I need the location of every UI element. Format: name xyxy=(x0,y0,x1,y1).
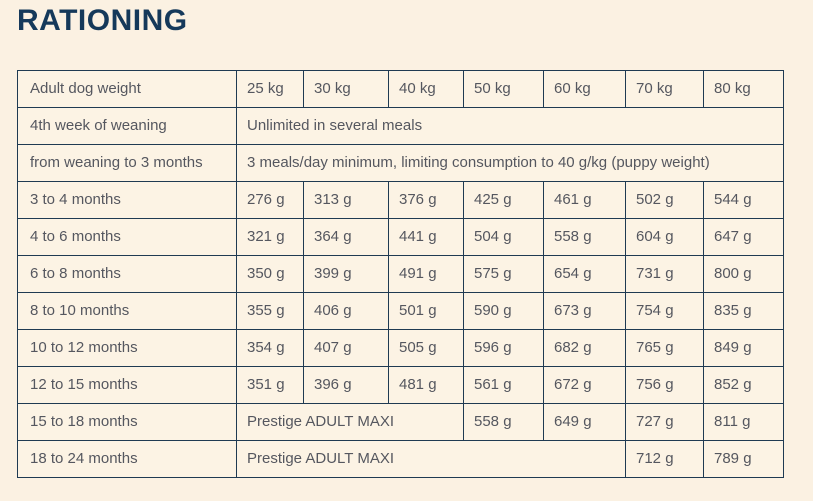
value-cell: 481 g xyxy=(388,365,464,404)
value-cell: 558 g xyxy=(463,402,544,441)
row-label: 8 to 10 months xyxy=(17,291,237,330)
value-cell: 852 g xyxy=(703,365,784,404)
value-cell: 756 g xyxy=(625,365,704,404)
rationing-page: RATIONING Adult dog weight 25 kg 30 kg 40 k… xyxy=(17,4,784,478)
value-cell: 835 g xyxy=(703,291,784,330)
value-cell: 731 g xyxy=(625,254,704,293)
value-cell: 425 g xyxy=(463,180,544,219)
value-cell: 364 g xyxy=(303,217,389,256)
rationing-table: Adult dog weight 25 kg 30 kg 40 kg 50 kg 60 k… xyxy=(17,69,784,478)
row-label: 10 to 12 months xyxy=(17,328,237,367)
value-cell: 712 g xyxy=(625,439,704,478)
header-label-cell: Adult dog weight xyxy=(17,69,237,108)
table-row: 4 to 6 months 321 g 364 g 441 g 504 g 558 g 60… xyxy=(17,217,784,256)
value-cell: 406 g xyxy=(303,291,389,330)
value-cell: 501 g xyxy=(388,291,464,330)
header-weight-cell: 50 kg xyxy=(463,69,544,108)
value-cell: 407 g xyxy=(303,328,389,367)
row-label: from weaning to 3 months xyxy=(17,143,237,182)
value-cell: 682 g xyxy=(543,328,626,367)
row-label: 6 to 8 months xyxy=(17,254,237,293)
value-cell: 354 g xyxy=(236,328,304,367)
value-cell: 649 g xyxy=(543,402,626,441)
row-label: 18 to 24 months xyxy=(17,439,237,478)
value-cell: 727 g xyxy=(625,402,704,441)
value-cell: 313 g xyxy=(303,180,389,219)
value-cell: 811 g xyxy=(703,402,784,441)
span-cell: Prestige ADULT MAXI xyxy=(236,439,626,478)
table-row: 6 to 8 months 350 g 399 g 491 g 575 g 654 g 73… xyxy=(17,254,784,293)
row-label: 4th week of weaning xyxy=(17,106,237,145)
header-weight-cell: 80 kg xyxy=(703,69,784,108)
value-cell: 849 g xyxy=(703,328,784,367)
value-cell: 441 g xyxy=(388,217,464,256)
row-label: 4 to 6 months xyxy=(17,217,237,256)
value-cell: 596 g xyxy=(463,328,544,367)
row-label: 3 to 4 months xyxy=(17,180,237,219)
value-cell: 461 g xyxy=(543,180,626,219)
value-cell: 672 g xyxy=(543,365,626,404)
value-cell: 355 g xyxy=(236,291,304,330)
header-weight-cell: 40 kg xyxy=(388,69,464,108)
header-weight-cell: 25 kg xyxy=(236,69,304,108)
value-cell: 604 g xyxy=(625,217,704,256)
value-cell: 558 g xyxy=(543,217,626,256)
header-weight-cell: 30 kg xyxy=(303,69,389,108)
header-row: Adult dog weight 25 kg 30 kg 40 kg 50 kg 60 k… xyxy=(17,69,784,108)
value-cell: 491 g xyxy=(388,254,464,293)
value-cell: 376 g xyxy=(388,180,464,219)
value-cell: 276 g xyxy=(236,180,304,219)
value-cell: 350 g xyxy=(236,254,304,293)
table-body: 4th week of weaning Unlimited in several … xyxy=(17,106,784,478)
span-cell: Prestige ADULT MAXI xyxy=(236,402,464,441)
value-cell: 654 g xyxy=(543,254,626,293)
row-label: 15 to 18 months xyxy=(17,402,237,441)
value-cell: 800 g xyxy=(703,254,784,293)
value-cell: 590 g xyxy=(463,291,544,330)
value-cell: 321 g xyxy=(236,217,304,256)
span-cell: 3 meals/day minimum, limiting consumptio… xyxy=(236,143,784,182)
value-cell: 505 g xyxy=(388,328,464,367)
value-cell: 399 g xyxy=(303,254,389,293)
value-cell: 544 g xyxy=(703,180,784,219)
table-row: 10 to 12 months 354 g 407 g 505 g 596 g 682 g… xyxy=(17,328,784,367)
table-row: 3 to 4 months 276 g 313 g 376 g 425 g 461 g 50… xyxy=(17,180,784,219)
value-cell: 647 g xyxy=(703,217,784,256)
value-cell: 754 g xyxy=(625,291,704,330)
table-row: 4th week of weaning Unlimited in several … xyxy=(17,106,784,145)
value-cell: 502 g xyxy=(625,180,704,219)
table-row: from weaning to 3 months 3 meals/day mini… xyxy=(17,143,784,182)
value-cell: 561 g xyxy=(463,365,544,404)
value-cell: 765 g xyxy=(625,328,704,367)
value-cell: 351 g xyxy=(236,365,304,404)
value-cell: 396 g xyxy=(303,365,389,404)
value-cell: 504 g xyxy=(463,217,544,256)
table-row: 12 to 15 months 351 g 396 g 481 g 561 g 672 g… xyxy=(17,365,784,404)
value-cell: 673 g xyxy=(543,291,626,330)
header-weight-cell: 60 kg xyxy=(543,69,626,108)
header-weight-cell: 70 kg xyxy=(625,69,704,108)
value-cell: 575 g xyxy=(463,254,544,293)
value-cell: 789 g xyxy=(703,439,784,478)
span-cell: Unlimited in several meals xyxy=(236,106,784,145)
row-label: 12 to 15 months xyxy=(17,365,237,404)
page-title: RATIONING xyxy=(17,4,188,37)
